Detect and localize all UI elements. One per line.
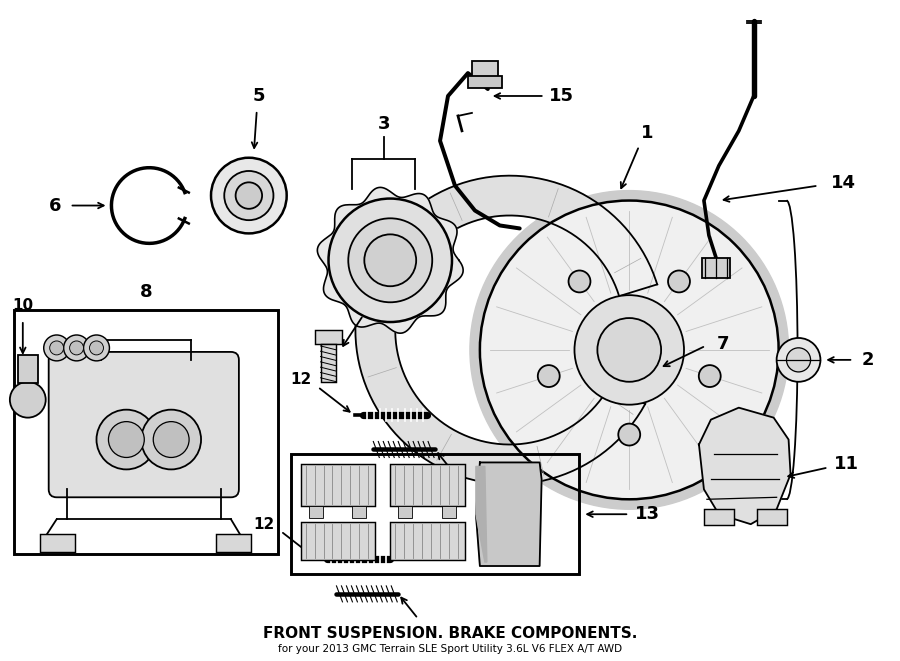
Circle shape bbox=[618, 424, 640, 446]
Circle shape bbox=[84, 335, 110, 361]
Bar bbox=[216, 534, 251, 552]
Circle shape bbox=[50, 341, 64, 355]
Bar bbox=[315, 330, 343, 344]
Bar bbox=[472, 61, 498, 79]
Text: for your 2013 GMC Terrain SLE Sport Utility 3.6L V6 FLEX A/T AWD: for your 2013 GMC Terrain SLE Sport Util… bbox=[278, 644, 622, 654]
Text: FRONT SUSPENSION. BRAKE COMPONENTS.: FRONT SUSPENSION. BRAKE COMPONENTS. bbox=[263, 626, 637, 641]
Text: 12: 12 bbox=[290, 372, 311, 387]
Text: 4: 4 bbox=[364, 293, 376, 311]
Circle shape bbox=[89, 341, 104, 355]
Circle shape bbox=[538, 365, 560, 387]
Circle shape bbox=[224, 171, 274, 220]
Text: 11: 11 bbox=[833, 455, 859, 473]
Bar bbox=[391, 465, 465, 506]
Circle shape bbox=[64, 335, 89, 361]
Text: 9: 9 bbox=[70, 408, 83, 426]
Text: 1: 1 bbox=[641, 124, 653, 142]
Text: 10: 10 bbox=[13, 297, 33, 313]
Circle shape bbox=[787, 348, 811, 372]
Circle shape bbox=[153, 422, 189, 457]
Text: 2: 2 bbox=[862, 351, 875, 369]
Text: 3: 3 bbox=[377, 115, 390, 133]
Polygon shape bbox=[699, 408, 790, 524]
Bar bbox=[398, 506, 412, 518]
Text: 5: 5 bbox=[253, 87, 266, 105]
Polygon shape bbox=[476, 463, 542, 566]
Circle shape bbox=[236, 182, 262, 209]
Circle shape bbox=[598, 318, 662, 382]
Circle shape bbox=[569, 270, 590, 292]
Bar bbox=[468, 76, 502, 88]
Circle shape bbox=[211, 158, 287, 233]
Text: 6: 6 bbox=[49, 196, 61, 215]
Bar bbox=[442, 506, 456, 518]
Circle shape bbox=[108, 422, 144, 457]
Text: 13: 13 bbox=[634, 505, 660, 524]
Bar bbox=[309, 506, 322, 518]
Bar bbox=[301, 522, 375, 560]
Circle shape bbox=[777, 338, 821, 382]
Circle shape bbox=[480, 200, 778, 499]
Circle shape bbox=[328, 198, 452, 322]
Text: 12: 12 bbox=[253, 517, 274, 531]
Circle shape bbox=[10, 382, 46, 418]
Text: 8: 8 bbox=[140, 283, 152, 301]
Text: 14: 14 bbox=[831, 174, 856, 192]
Polygon shape bbox=[356, 176, 657, 485]
Circle shape bbox=[141, 410, 201, 469]
Bar bbox=[320, 344, 337, 382]
Bar bbox=[40, 534, 75, 552]
Circle shape bbox=[69, 341, 84, 355]
Bar bbox=[301, 465, 375, 506]
Bar bbox=[391, 522, 465, 560]
Bar bbox=[14, 310, 278, 554]
Bar bbox=[704, 509, 734, 525]
Polygon shape bbox=[318, 188, 464, 333]
Polygon shape bbox=[476, 467, 487, 562]
FancyBboxPatch shape bbox=[49, 352, 238, 497]
Circle shape bbox=[364, 235, 416, 286]
Text: 15: 15 bbox=[549, 87, 574, 105]
Text: 7: 7 bbox=[716, 334, 729, 353]
Circle shape bbox=[44, 335, 69, 361]
Circle shape bbox=[470, 190, 788, 509]
Bar bbox=[702, 258, 730, 278]
Circle shape bbox=[348, 218, 432, 302]
Bar bbox=[18, 355, 38, 383]
Bar bbox=[353, 506, 366, 518]
Circle shape bbox=[668, 270, 690, 292]
Circle shape bbox=[698, 365, 721, 387]
Circle shape bbox=[96, 410, 157, 469]
Circle shape bbox=[574, 295, 684, 405]
Bar bbox=[757, 509, 787, 525]
Bar bbox=[291, 455, 580, 574]
